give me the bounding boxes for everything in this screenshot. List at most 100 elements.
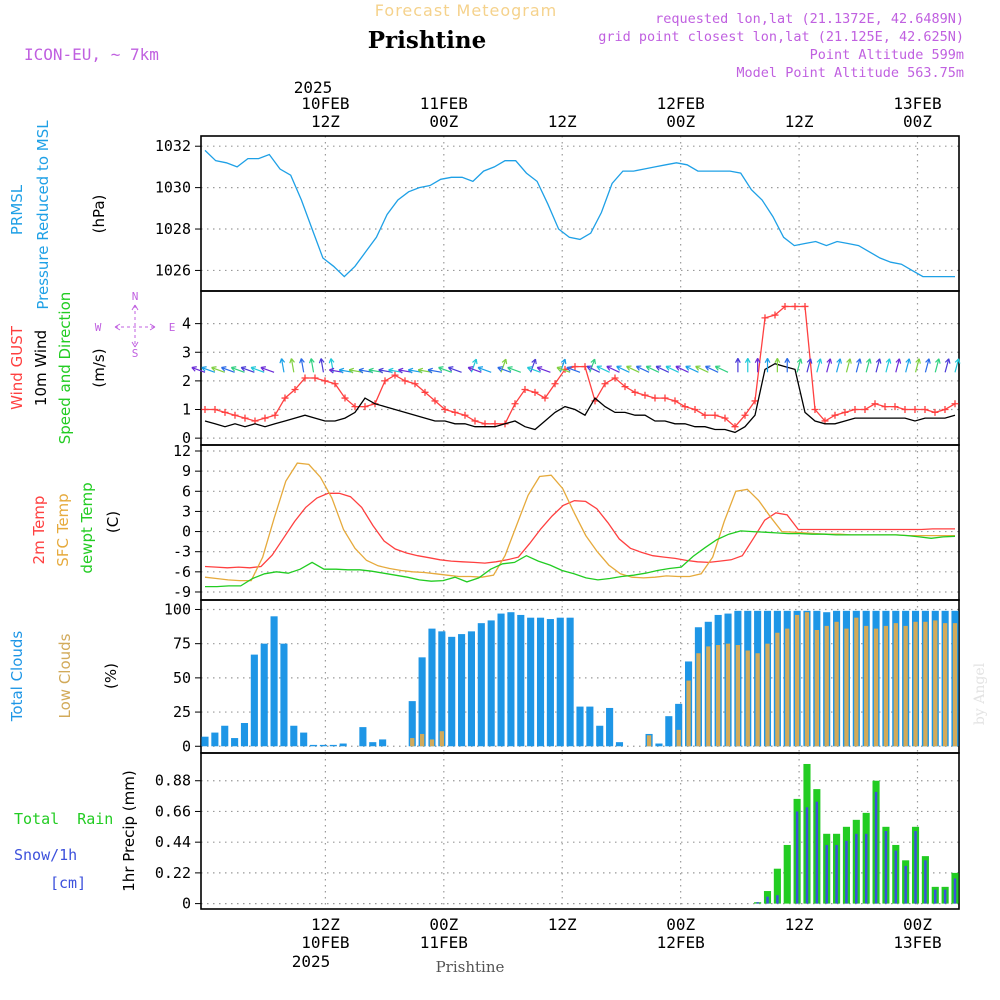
bar-low-clouds bbox=[952, 623, 958, 747]
bar-total-clouds bbox=[606, 707, 614, 747]
gust-point bbox=[711, 411, 719, 419]
wind-arrow-head bbox=[556, 366, 563, 372]
bar-total-clouds bbox=[497, 613, 505, 747]
wind-arrow-head bbox=[328, 358, 335, 364]
wind-arrow-head bbox=[417, 367, 424, 374]
bar-total-clouds bbox=[250, 654, 258, 747]
gust-point bbox=[451, 408, 459, 416]
wind-arrow bbox=[606, 365, 620, 373]
bar-low-clouds bbox=[706, 646, 711, 747]
gust-point bbox=[661, 394, 669, 402]
y-tick-label: 1030 bbox=[155, 179, 191, 197]
bar-low-clouds bbox=[864, 625, 869, 747]
bar-snow-1h bbox=[924, 860, 927, 904]
gust-point bbox=[651, 394, 659, 402]
wind-arrow-head bbox=[944, 358, 951, 364]
gust-point bbox=[921, 406, 929, 414]
gust-point bbox=[931, 408, 939, 416]
bar-snow-1h bbox=[776, 895, 779, 904]
bar-total-clouds bbox=[586, 706, 594, 747]
bar-snow-1h bbox=[815, 801, 819, 904]
wind-arrow bbox=[260, 366, 275, 373]
gust-point bbox=[421, 388, 429, 396]
gust-point bbox=[331, 380, 339, 388]
wind-arrow bbox=[695, 365, 709, 373]
gust-point bbox=[551, 380, 559, 388]
bar-total-clouds bbox=[536, 617, 545, 747]
wind-arrow-head bbox=[477, 366, 484, 372]
y-tick-label: 50 bbox=[173, 669, 191, 687]
cloud-labels: Total Clouds Low Clouds (%) bbox=[8, 631, 120, 723]
bar-snow-1h bbox=[864, 833, 868, 904]
top-axis-time: 12Z bbox=[785, 112, 814, 131]
wind-arrow bbox=[537, 366, 551, 373]
wind-arrow-head bbox=[784, 358, 791, 363]
series-line-prmsl bbox=[204, 149, 955, 278]
wind-arrow-head bbox=[734, 358, 741, 363]
wind-arrow-head bbox=[507, 366, 513, 372]
y-tick-label: 0.66 bbox=[155, 802, 191, 820]
point-altitude: Point Altitude 599m bbox=[810, 47, 964, 63]
bar-low-clouds bbox=[775, 632, 780, 747]
wind-arrow-head bbox=[531, 358, 537, 365]
wind-arrow-head bbox=[467, 366, 474, 372]
wind-arrow bbox=[865, 358, 871, 373]
bar-low-clouds bbox=[883, 625, 889, 747]
bottom-axis-time: 00Z bbox=[666, 915, 695, 934]
y-tick-label: 6 bbox=[182, 482, 191, 500]
wind-arrow-head bbox=[905, 358, 912, 364]
wind-arrow bbox=[191, 366, 206, 373]
gust-point bbox=[241, 414, 249, 422]
bar-low-clouds bbox=[676, 729, 681, 747]
gust-point bbox=[601, 380, 609, 388]
gust-point bbox=[691, 406, 699, 414]
wind-arrow-head bbox=[318, 358, 325, 364]
top-axis-time: 12Z bbox=[548, 112, 577, 131]
wind-arrow-head bbox=[704, 365, 711, 371]
wind-arrow bbox=[835, 358, 841, 373]
wind-arrow bbox=[715, 365, 729, 373]
bar-low-clouds bbox=[716, 645, 721, 747]
wind-arrow-head bbox=[714, 365, 721, 371]
bar-total-clouds bbox=[655, 743, 663, 747]
wind-arrow-head bbox=[501, 358, 508, 365]
wind-arrow-head bbox=[846, 358, 852, 364]
wind-arrow bbox=[705, 365, 719, 373]
y-tick-label: 0.22 bbox=[155, 864, 191, 882]
gust-point bbox=[841, 408, 849, 416]
pressure-msl-label: Pressure Reduced to MSL bbox=[34, 120, 52, 310]
wind-arrow bbox=[201, 366, 216, 373]
bar-total-clouds bbox=[329, 744, 337, 747]
bar-snow-1h bbox=[874, 791, 878, 904]
bar-snow-1h bbox=[884, 831, 888, 904]
y-tick-label: 1032 bbox=[155, 137, 191, 155]
wind-arrow bbox=[954, 358, 960, 373]
gust-point bbox=[531, 388, 539, 396]
wind-arrow bbox=[290, 358, 295, 373]
gust-point bbox=[641, 391, 649, 399]
compass-east: E bbox=[169, 321, 176, 334]
bar-low-clouds bbox=[765, 643, 770, 747]
series-line-sfc-temp bbox=[204, 462, 955, 582]
wind-arrow bbox=[914, 358, 920, 373]
bar-total-clouds bbox=[231, 738, 239, 747]
gust-point bbox=[391, 371, 399, 379]
gust-point bbox=[261, 414, 269, 422]
gust-point bbox=[321, 377, 329, 385]
credit-watermark: by Angel bbox=[972, 662, 988, 725]
gust-point bbox=[671, 397, 679, 405]
precip-panel: 0.88 0.66 0.44 0.22 0 bbox=[155, 752, 960, 913]
gust-point bbox=[211, 406, 219, 414]
wind-arrow bbox=[636, 365, 650, 373]
top-axis-time: 00Z bbox=[429, 112, 458, 131]
compass-south: S bbox=[132, 347, 139, 360]
gust-point bbox=[381, 377, 389, 385]
wind-arrow-head bbox=[796, 358, 803, 364]
wind-arrow-head bbox=[616, 365, 622, 371]
wind-arrow bbox=[816, 358, 822, 373]
wind-arrow bbox=[566, 366, 581, 373]
gust-point bbox=[681, 403, 689, 411]
wind-arrow bbox=[586, 365, 600, 373]
gust-point bbox=[791, 302, 799, 310]
y-tick-label: 0 bbox=[182, 895, 191, 913]
